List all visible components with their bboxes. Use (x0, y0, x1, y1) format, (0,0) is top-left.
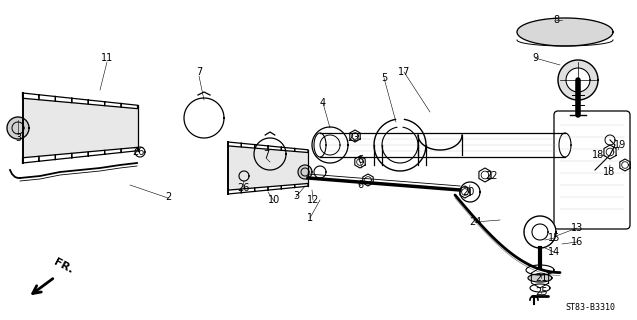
Polygon shape (530, 284, 550, 292)
Polygon shape (22, 98, 39, 158)
Polygon shape (295, 151, 308, 185)
Text: 25: 25 (534, 287, 547, 297)
Polygon shape (559, 133, 571, 157)
Text: 18: 18 (592, 150, 604, 160)
Polygon shape (255, 148, 268, 188)
Text: 18: 18 (603, 167, 615, 177)
Polygon shape (282, 150, 295, 186)
Polygon shape (566, 68, 590, 92)
Text: 13: 13 (571, 223, 583, 233)
Text: 21: 21 (535, 273, 547, 283)
Polygon shape (517, 18, 613, 46)
Text: 26: 26 (237, 183, 249, 193)
Polygon shape (7, 117, 29, 139)
Text: 3: 3 (293, 191, 299, 201)
Polygon shape (104, 106, 121, 150)
Text: ST83-B3310: ST83-B3310 (565, 303, 615, 313)
Text: 17: 17 (398, 67, 410, 77)
Text: 20: 20 (462, 187, 474, 197)
Text: 6: 6 (357, 155, 363, 165)
Polygon shape (526, 265, 554, 275)
Text: 6: 6 (357, 180, 363, 190)
Text: 7: 7 (263, 150, 269, 160)
Text: 9: 9 (532, 53, 538, 63)
Text: 2: 2 (165, 192, 171, 202)
Text: 4: 4 (320, 98, 326, 108)
Polygon shape (558, 60, 598, 100)
Text: 11: 11 (101, 53, 113, 63)
Polygon shape (268, 149, 282, 187)
Text: 7: 7 (196, 67, 202, 77)
Polygon shape (55, 101, 72, 155)
Polygon shape (241, 147, 255, 189)
Text: FR.: FR. (52, 257, 75, 275)
Text: 26: 26 (132, 147, 144, 157)
Polygon shape (528, 274, 552, 282)
Text: 12: 12 (307, 195, 319, 205)
Polygon shape (460, 182, 480, 202)
Text: 19: 19 (614, 140, 626, 150)
Text: 8: 8 (553, 15, 559, 25)
Text: 22: 22 (485, 171, 497, 181)
Polygon shape (39, 100, 55, 156)
Text: 14: 14 (548, 247, 560, 257)
Text: 24: 24 (469, 217, 481, 227)
Polygon shape (121, 107, 138, 149)
Polygon shape (88, 104, 104, 152)
Polygon shape (312, 127, 348, 163)
Polygon shape (298, 165, 312, 179)
Polygon shape (72, 103, 88, 153)
Text: 5: 5 (381, 73, 387, 83)
Text: 15: 15 (548, 233, 560, 243)
Text: 10: 10 (268, 195, 280, 205)
Text: 3: 3 (15, 133, 21, 143)
Text: 1: 1 (307, 213, 313, 223)
Polygon shape (314, 133, 326, 157)
Polygon shape (524, 216, 556, 248)
Text: 16: 16 (571, 237, 583, 247)
FancyBboxPatch shape (554, 111, 630, 229)
Polygon shape (228, 146, 241, 190)
Text: 23: 23 (347, 133, 359, 143)
